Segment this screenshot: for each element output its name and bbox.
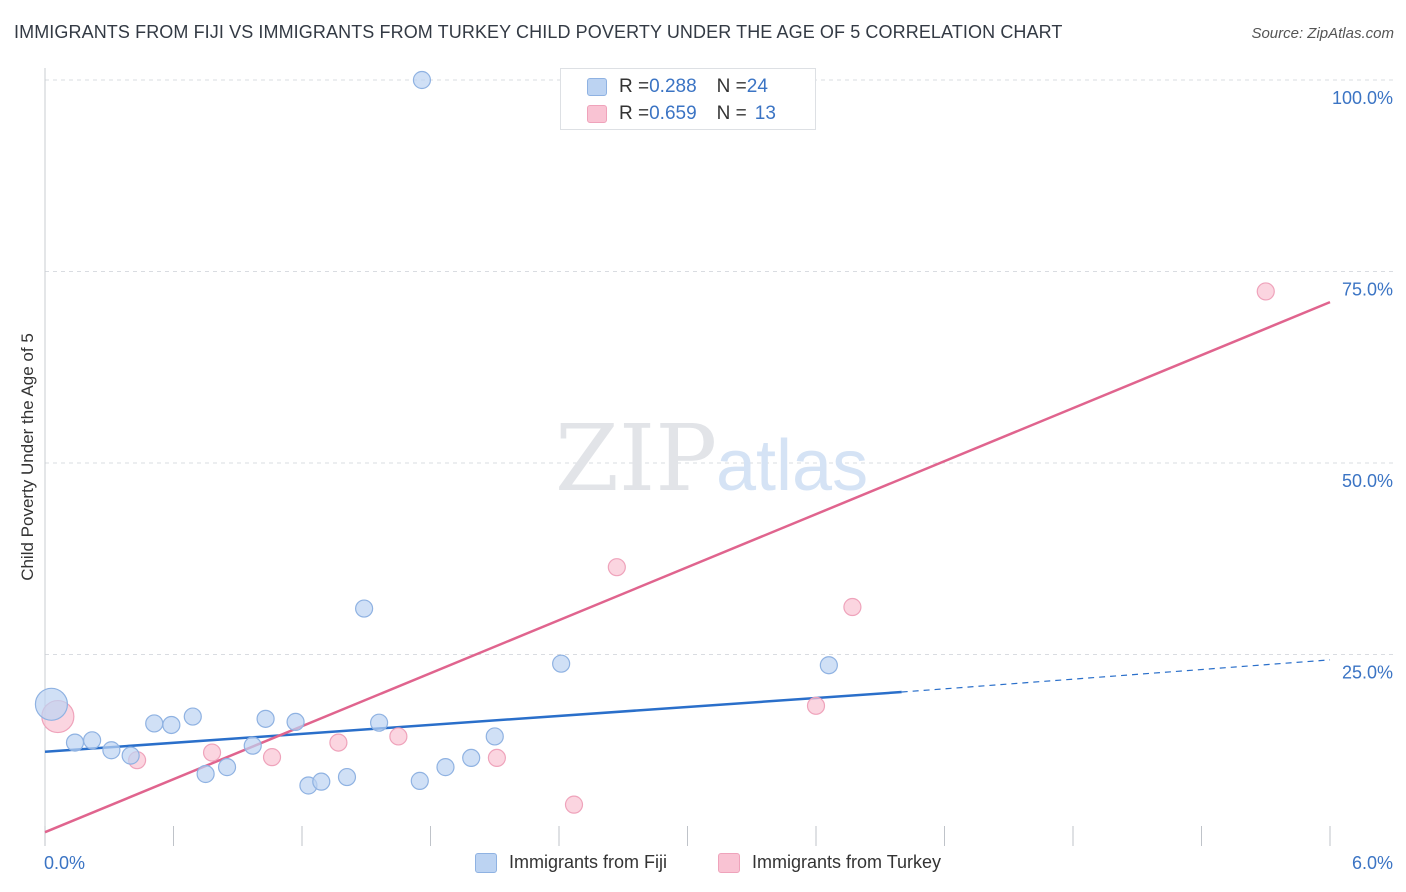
fiji-n-label: N = (716, 76, 747, 97)
turkey-point (564, 795, 584, 814)
source-note: Source: ZipAtlas.com (1251, 25, 1394, 42)
fiji-r-value: 0.288 (649, 76, 697, 97)
turkey-point (487, 748, 506, 768)
fiji-point (410, 771, 429, 790)
fiji-point (65, 733, 85, 752)
fiji-point (121, 746, 140, 765)
y-tick-label: 50.0% (1342, 471, 1393, 491)
turkey-legend-swatch (718, 852, 740, 873)
fiji-point (243, 736, 262, 755)
fiji-point (286, 712, 305, 732)
fiji-trend-extension (901, 659, 1331, 693)
fiji-r-label: R = (619, 76, 650, 97)
stats-legend: R = 0.288 N = 24 R = 0.659 N = 13 (560, 68, 816, 130)
turkey-point (202, 743, 222, 762)
turkey-swatch (587, 105, 607, 123)
turkey-r-value: 0.659 (649, 103, 697, 124)
legend-row-turkey: R = 0.659 N = 13 (587, 102, 776, 126)
fiji-point (217, 758, 237, 777)
turkey-point (1256, 282, 1275, 301)
x-tick-label-max: 6.0% (1352, 853, 1393, 873)
fiji-point (485, 727, 504, 746)
turkey-point (806, 696, 826, 715)
y-tick-label: 25.0% (1342, 663, 1393, 683)
fiji-point (34, 687, 69, 721)
points-layer (34, 70, 1275, 814)
fiji-point (412, 70, 432, 90)
legend-row-fiji: R = 0.288 N = 24 (587, 75, 768, 99)
turkey-point (607, 558, 626, 577)
fiji-point (462, 748, 481, 768)
y-axis-label: Child Poverty Under the Age of 5 (18, 333, 37, 581)
fiji-point (436, 758, 455, 777)
legend-item-turkey[interactable]: Immigrants from Turkey (718, 852, 941, 873)
turkey-point (389, 727, 408, 746)
fiji-legend-swatch (475, 852, 497, 873)
chart-title: IMMIGRANTS FROM FIJI VS IMMIGRANTS FROM … (14, 22, 1063, 42)
fiji-point (312, 772, 331, 791)
fiji-n-value: 24 (746, 76, 768, 97)
fiji-point (83, 731, 102, 750)
x-tick-label-min: 0.0% (44, 853, 85, 873)
fiji-trend-line (44, 690, 902, 754)
y-tick-label: 100.0% (1332, 88, 1393, 108)
fiji-point (162, 715, 181, 735)
fiji-point (355, 599, 374, 618)
fiji-point (337, 767, 357, 787)
fiji-point (196, 764, 215, 784)
y-tick-label: 75.0% (1342, 280, 1393, 300)
fiji-point (183, 707, 202, 726)
trend-layer (44, 300, 1331, 834)
watermark-zip: ZIP (555, 405, 717, 512)
fiji-point (819, 656, 838, 675)
turkey-n-value: 13 (754, 103, 776, 124)
watermark: ZIP atlas (555, 405, 868, 512)
fiji-point (370, 713, 389, 732)
fiji-point (102, 741, 121, 760)
legend-item-fiji[interactable]: Immigrants from Fiji (475, 852, 667, 873)
fiji-point (145, 714, 164, 733)
fiji-legend-label: Immigrants from Fiji (509, 852, 668, 872)
turkey-point (262, 748, 282, 767)
watermark-atlas: atlas (716, 426, 868, 506)
turkey-point (843, 597, 862, 617)
fiji-swatch (587, 78, 607, 96)
turkey-trend-line (44, 300, 1331, 834)
fiji-point (552, 654, 571, 673)
series-legend: Immigrants from Fiji Immigrants from Tur… (0, 852, 1406, 878)
grid-layer (45, 79, 1394, 655)
labels-layer: 25.0% 50.0% 75.0% 100.0% 0.0% 6.0% (44, 88, 1393, 873)
turkey-legend-label: Immigrants from Turkey (752, 852, 942, 872)
turkey-point (329, 733, 348, 752)
fiji-point (256, 709, 275, 728)
turkey-r-label: R = (619, 103, 650, 124)
turkey-n-label: N = (716, 103, 747, 124)
